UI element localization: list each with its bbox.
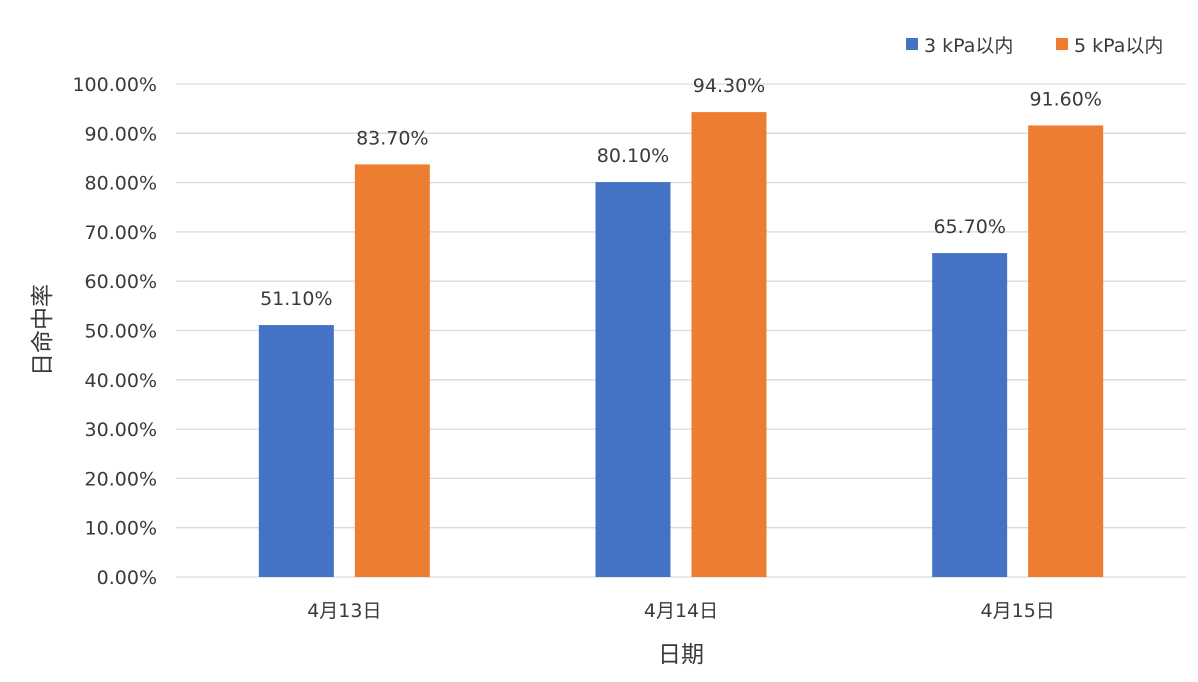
y-tick-label: 80.00%	[85, 173, 157, 195]
bar	[691, 112, 767, 577]
bar	[258, 325, 334, 577]
y-tick-label: 10.00%	[85, 518, 157, 540]
legend-label: 5 kPa以内	[1074, 35, 1163, 57]
data-label: 91.60%	[1029, 88, 1101, 110]
x-tick-label: 4月15日	[981, 600, 1055, 622]
legend-swatch	[1056, 38, 1068, 50]
data-label: 80.10%	[597, 145, 669, 167]
y-tick-label: 0.00%	[97, 567, 157, 589]
y-axis-ticks: 0.00% 10.00% 20.00% 30.00% 40.00% 50.00% 60.00…	[72, 74, 157, 589]
legend-label: 3 kPa以内	[924, 35, 1013, 57]
data-label: 83.70%	[356, 127, 428, 149]
x-tick-label: 4月13日	[307, 600, 381, 622]
data-label: 65.70%	[933, 216, 1005, 238]
bar	[354, 164, 430, 577]
gridlines	[176, 83, 1186, 578]
bars	[258, 112, 1104, 578]
legend: 3 kPa以内 5 kPa以内	[906, 35, 1163, 57]
data-label: 94.30%	[693, 75, 765, 97]
y-tick-label: 50.00%	[85, 321, 157, 343]
y-tick-label: 30.00%	[85, 419, 157, 441]
y-tick-label: 70.00%	[85, 222, 157, 244]
y-axis-title: 日命中率	[30, 284, 56, 376]
y-tick-label: 100.00%	[72, 74, 157, 96]
legend-swatch	[906, 38, 918, 50]
y-tick-label: 90.00%	[85, 123, 157, 145]
data-label: 51.10%	[260, 288, 332, 310]
x-axis-title: 日期	[658, 642, 704, 668]
y-tick-label: 20.00%	[85, 468, 157, 490]
x-axis-ticks: 4月13日 4月14日 4月15日	[307, 600, 1055, 622]
y-tick-label: 60.00%	[85, 271, 157, 293]
bar	[595, 182, 671, 577]
bar	[932, 253, 1008, 577]
x-tick-label: 4月14日	[644, 600, 718, 622]
bar	[1028, 125, 1104, 578]
y-tick-label: 40.00%	[85, 370, 157, 392]
data-labels: 51.10% 83.70% 80.10% 94.30% 65.70% 91.60%	[260, 75, 1102, 310]
